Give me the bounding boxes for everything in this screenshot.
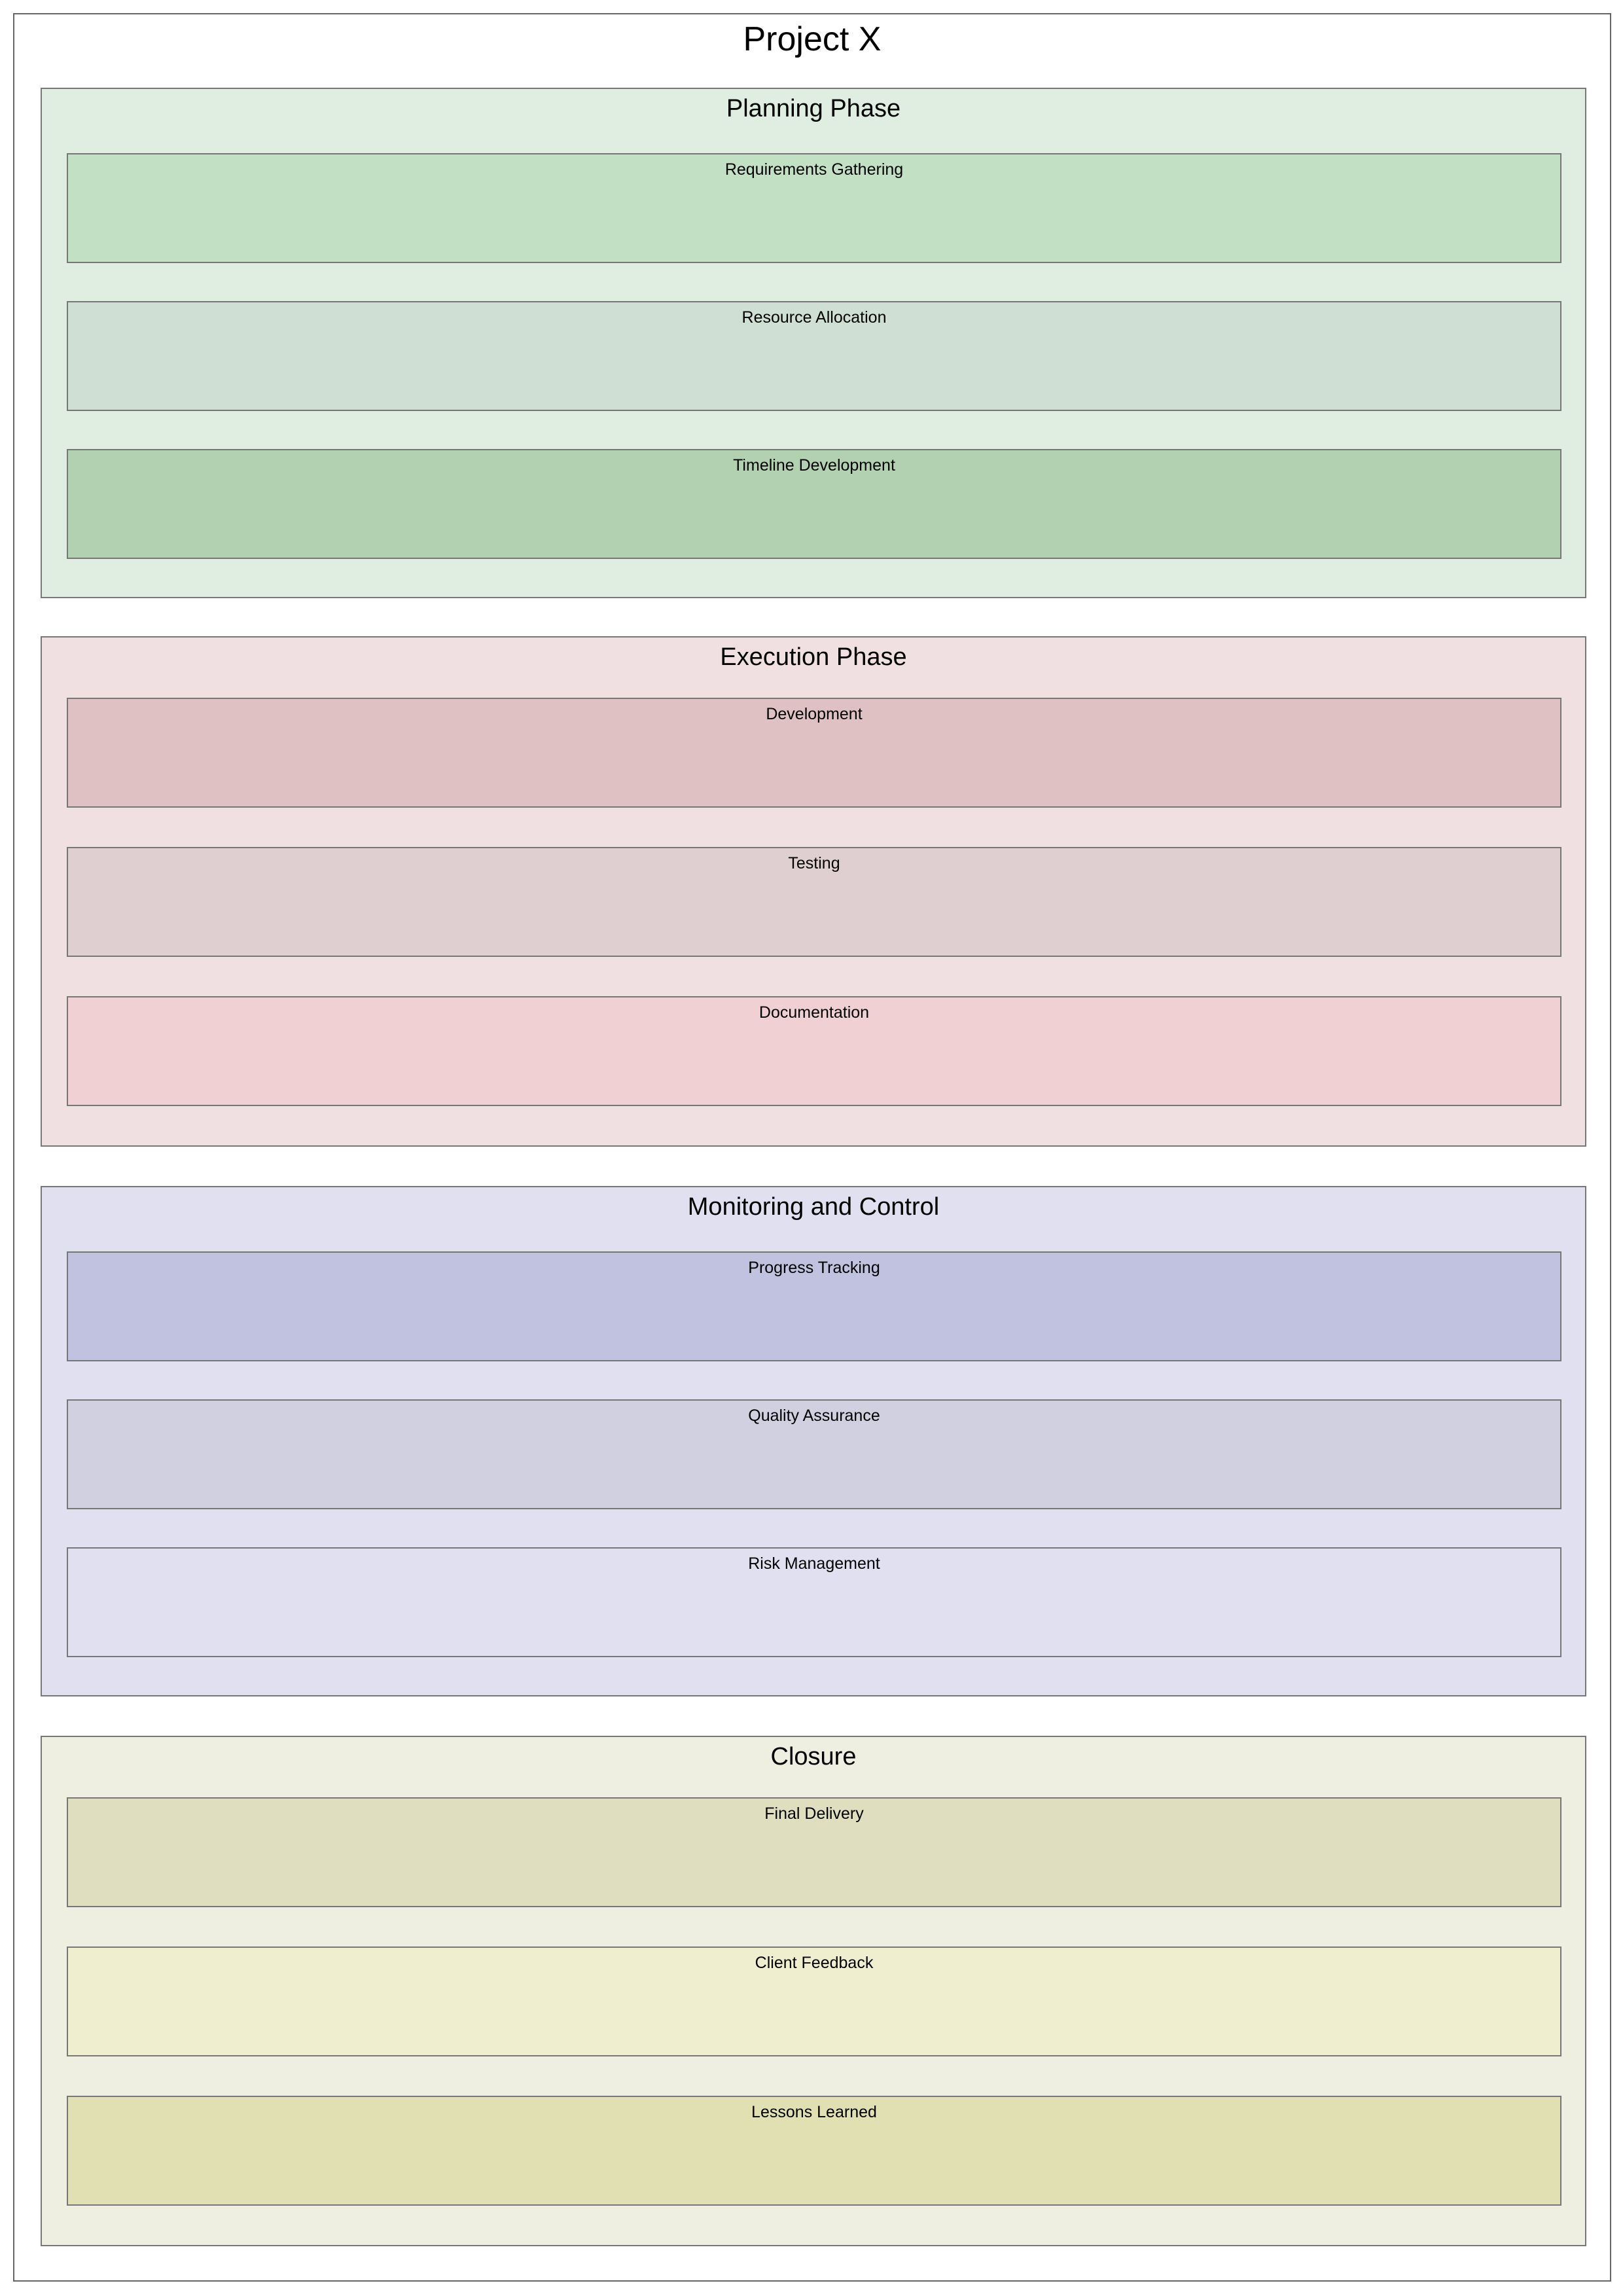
task-label: Timeline Development	[733, 456, 895, 475]
task-label: Documentation	[758, 1003, 870, 1022]
task-label: Risk Management	[748, 1554, 880, 1573]
task-label: Quality Assurance	[748, 1407, 880, 1425]
task-quality-assurance: Quality Assurance	[67, 1399, 1561, 1509]
task-label: Final Delivery	[764, 1804, 864, 1823]
phase-monitoring-and-control: Monitoring and Control Progress Tracking…	[41, 1186, 1586, 1696]
task-lessons-learned: Lessons Learned	[67, 2096, 1561, 2206]
task-final-delivery: Final Delivery	[67, 1797, 1561, 1907]
task-label: Development	[766, 705, 863, 723]
project-title: Project X	[743, 20, 882, 58]
task-label: Requirements Gathering	[724, 160, 904, 179]
task-progress-tracking: Progress Tracking	[67, 1251, 1561, 1361]
phase-title: Planning Phase	[726, 95, 901, 122]
task-label: Lessons Learned	[751, 2103, 877, 2121]
task-risk-management: Risk Management	[67, 1547, 1561, 1657]
task-label: Resource Allocation	[741, 308, 887, 327]
task-resource-allocation: Resource Allocation	[67, 301, 1561, 411]
phase-title: Execution Phase	[720, 643, 907, 671]
task-client-feedback: Client Feedback	[67, 1946, 1561, 2056]
task-documentation: Documentation	[67, 996, 1561, 1106]
phase-title: Closure	[770, 1743, 857, 1770]
task-timeline-development: Timeline Development	[67, 449, 1561, 559]
phase-planning: Planning Phase Requirements Gathering Re…	[41, 88, 1586, 598]
task-label: Progress Tracking	[748, 1259, 880, 1277]
task-requirements-gathering: Requirements Gathering	[67, 153, 1561, 263]
phase-closure: Closure Final Delivery Client Feedback L…	[41, 1736, 1586, 2246]
task-label: Testing	[788, 854, 840, 872]
phase-execution: Execution Phase Development Testing Docu…	[41, 636, 1586, 1147]
project-container: Project X Planning Phase Requirements Ga…	[13, 13, 1611, 2282]
task-label: Client Feedback	[755, 1954, 874, 1972]
task-testing: Testing	[67, 847, 1561, 957]
phase-title: Monitoring and Control	[687, 1193, 940, 1221]
task-development: Development	[67, 698, 1561, 808]
